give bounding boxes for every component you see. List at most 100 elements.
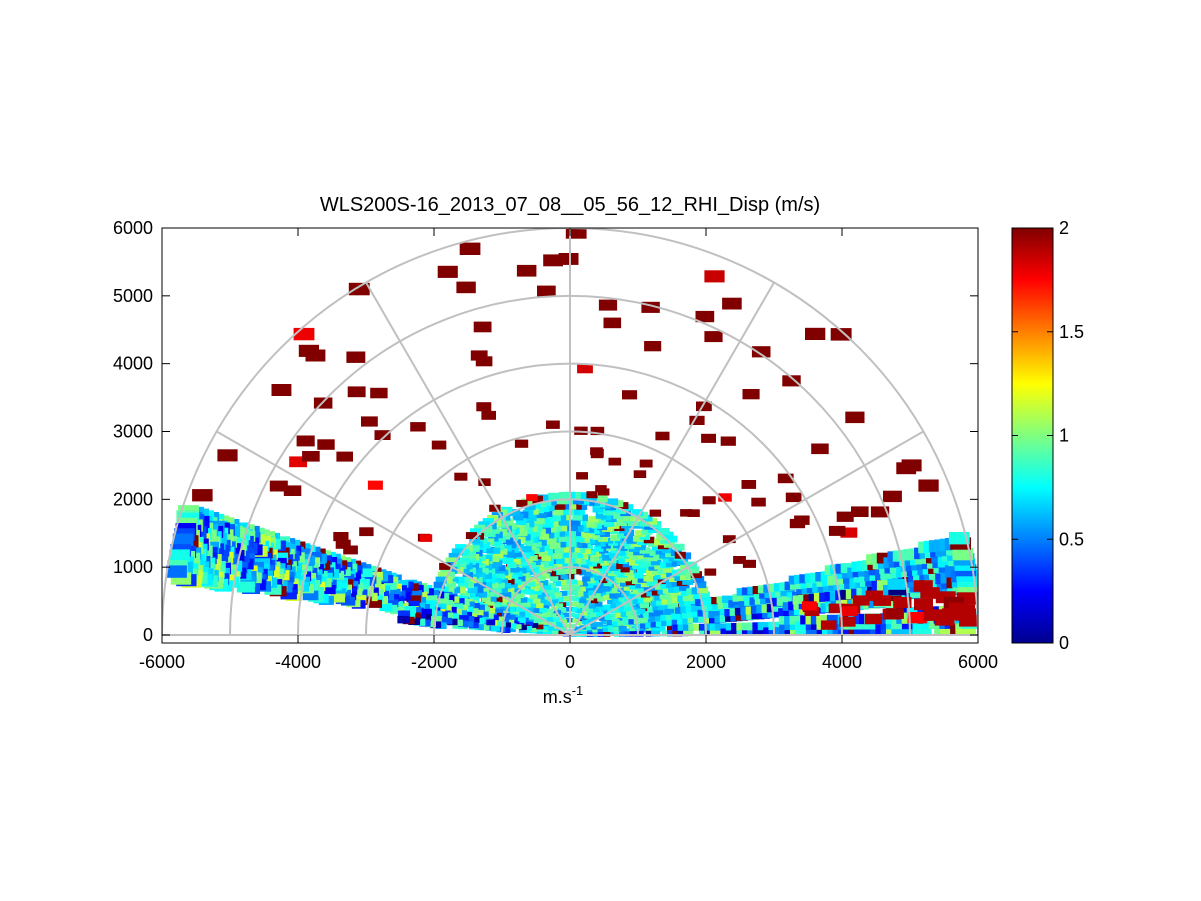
data-cell [677,618,688,625]
colorbar-tick-label: 1.5 [1059,322,1084,342]
data-cell [637,597,647,604]
axis-ticks [161,227,979,643]
data-cell [676,579,688,586]
data-cell [490,614,499,621]
data-cell [578,615,585,621]
data-cell [482,546,494,554]
data-cell [594,545,604,552]
data-cell [532,618,540,623]
data-cell [485,559,496,566]
data-cell [507,614,516,620]
data-cell [553,581,562,587]
data-cell [777,473,794,484]
data-cell [458,620,469,627]
y-tick-label: 6000 [113,218,153,238]
data-cell [516,601,525,607]
data-cell [891,623,910,635]
colorbar-tick-label: 0.5 [1059,529,1084,549]
data-cell [333,532,349,542]
data-cell [410,422,426,432]
data-cell [644,599,654,606]
data-cell [597,628,605,634]
data-cell [624,595,633,601]
data-cell [697,586,709,594]
data-cell [661,598,672,605]
data-cell [527,616,535,622]
data-cell [639,561,649,568]
colorbar [1011,227,1054,644]
data-cell [523,557,533,564]
data-cell [680,509,693,517]
data-cell [563,596,571,601]
data-cell [588,561,597,567]
data-cell [552,617,560,623]
data-cell [455,544,467,551]
data-cell [478,568,489,575]
data-cell [600,560,610,566]
data-cell [632,563,643,570]
data-cell [624,556,635,563]
data-cell [586,608,594,614]
data-cell [516,584,525,590]
data-cell [597,523,608,531]
data-cell [512,588,521,594]
data-cell [600,530,610,537]
data-cell [498,521,509,528]
data-cell [609,565,619,571]
data-cell [515,592,524,599]
data-cell [430,616,442,623]
y-tick-label: 5000 [113,286,153,306]
data-cell [687,509,700,517]
data-cell [491,539,502,546]
data-cell [598,299,618,311]
data-cell [545,560,554,566]
data-cell [559,626,566,632]
data-cell [608,585,617,591]
data-cell [514,439,529,448]
data-cell [302,451,320,462]
data-cell [524,626,533,631]
data-cell [488,573,498,580]
data-cell [596,570,605,576]
data-cell [335,539,351,549]
data-cell [379,603,393,611]
data-cell [590,598,599,604]
data-cell [556,541,566,548]
y-tick-label: 1000 [113,557,153,577]
data-cell [661,546,673,554]
data-cell [654,594,664,601]
data-cell [652,605,662,612]
data-cell [615,602,625,608]
data-cell [608,627,616,633]
data-cell [554,503,566,510]
data-cell [667,630,677,637]
data-cell [483,592,493,599]
data-cell [628,619,637,625]
data-cell [516,264,537,277]
data-cell [581,593,589,599]
data-cell [166,565,187,578]
data-cell [780,587,795,597]
data-cell [367,480,383,490]
data-cell [572,557,581,564]
data-cell [503,537,514,544]
data-cell [640,591,651,598]
data-cell [839,616,856,627]
data-cell [465,549,476,556]
data-cell [592,580,601,586]
data-cell [410,590,423,598]
data-cell [397,610,411,618]
data-cell [609,552,619,559]
data-cell [512,513,524,521]
data-cell [952,547,974,561]
data-cell [673,543,685,551]
data-cell [330,593,345,603]
data-cell [743,592,756,601]
data-cell [660,572,671,579]
data-cell [660,582,671,589]
data-cell [264,584,282,595]
data-cell [445,581,457,589]
data-cell [557,569,566,575]
data-cell [558,580,567,586]
data-cell [296,435,315,447]
